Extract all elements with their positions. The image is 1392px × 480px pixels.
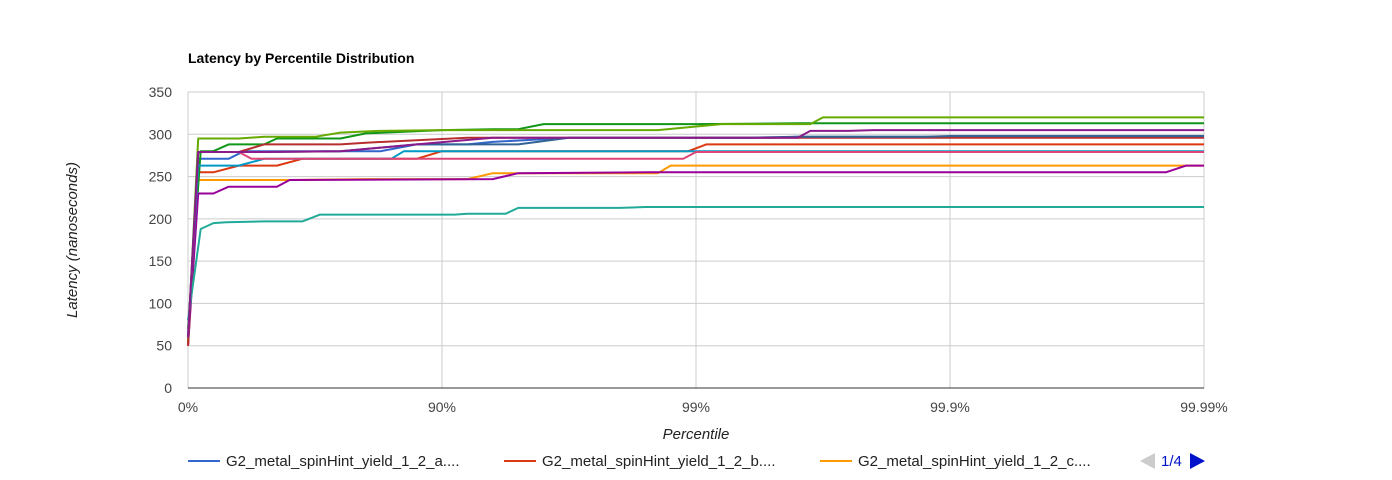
y-tick-label: 100 (149, 295, 173, 311)
x-tick-label: 99.99% (1180, 399, 1227, 415)
legend-label[interactable]: G2_metal_spinHint_yield_1_2_c.... (858, 453, 1091, 470)
y-tick-label: 250 (149, 169, 173, 185)
series-line-5 (187, 164, 1204, 346)
series-lines (187, 116, 1204, 346)
x-tick-label: 0% (178, 399, 198, 415)
y-tick-label: 300 (149, 126, 173, 142)
y-tick-label: 350 (149, 84, 173, 100)
y-tick-label: 50 (156, 338, 172, 354)
legend-page-indicator: 1/4 (1161, 453, 1182, 470)
series-line-8 (187, 116, 1204, 342)
x-tick-label: 99.9% (930, 399, 970, 415)
x-tick-label: 90% (428, 399, 456, 415)
x-axis-ticks: 0% 90% 99% 99.9% 99.99% (178, 399, 1228, 415)
legend-pager: 1/4 (1140, 453, 1205, 470)
next-page-icon[interactable] (1190, 453, 1205, 469)
series-line-11 (187, 206, 1204, 321)
y-tick-label: 150 (149, 253, 173, 269)
y-tick-label: 0 (164, 380, 172, 396)
y-tick-label: 200 (149, 211, 173, 227)
y-axis-title: Latency (nanoseconds) (64, 162, 81, 318)
previous-page-icon[interactable] (1140, 453, 1155, 469)
chart-title: Latency by Percentile Distribution (188, 50, 414, 66)
x-tick-label: 99% (682, 399, 710, 415)
series-line-12 (187, 129, 1204, 338)
legend-label[interactable]: G2_metal_spinHint_yield_1_2_b.... (542, 453, 775, 470)
y-axis-ticks: 0 50 100 150 200 250 300 350 (149, 84, 173, 396)
legend-label[interactable]: G2_metal_spinHint_yield_1_2_a.... (226, 453, 459, 470)
legend: G2_metal_spinHint_yield_1_2_a.... G2_meta… (188, 453, 1091, 470)
x-axis-title: Percentile (663, 426, 730, 443)
